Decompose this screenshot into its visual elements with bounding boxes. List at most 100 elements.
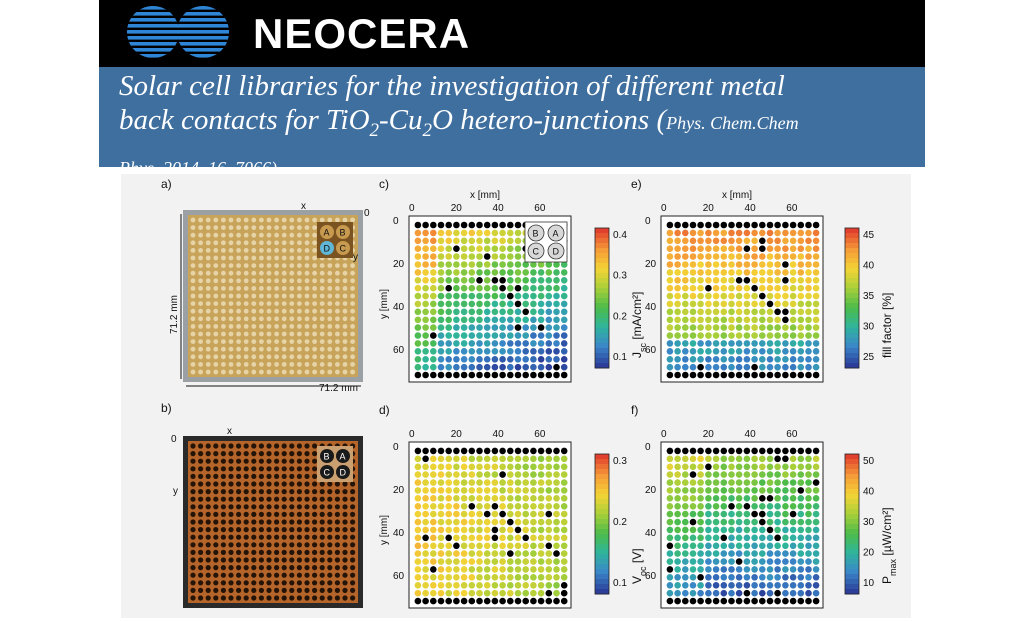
cell-dot: [705, 316, 712, 324]
cell-dot: [735, 455, 743, 463]
cell-dot: [437, 324, 445, 331]
cell-dot: [697, 495, 704, 502]
panel-a-contact-label: A: [324, 228, 330, 238]
cell-dot: [430, 340, 437, 347]
cell-dot: [422, 534, 429, 542]
cell-dot: [422, 566, 429, 573]
cell-dot: [782, 534, 789, 542]
cell-dot: [797, 261, 805, 268]
cell-dot: [522, 316, 529, 324]
title-line-2c: O hetero-junctions (: [432, 104, 667, 136]
cell-dot: [430, 371, 437, 379]
cell-dot: [782, 284, 789, 292]
cell-dot: [751, 510, 758, 518]
cell-dot: [728, 363, 735, 371]
cell-dot: [545, 455, 553, 463]
cell-dot: [499, 518, 506, 526]
colorbar-swatch: [845, 459, 859, 465]
cell-dot: [507, 589, 514, 597]
inset-contact-label: A: [553, 229, 559, 239]
colorbar-swatch: [845, 233, 859, 239]
cell-dot: [705, 550, 712, 557]
cell-dot: [728, 503, 735, 510]
cell-dot: [805, 510, 812, 518]
x-tick-label: 0: [409, 203, 415, 214]
cell-dot: [460, 221, 468, 229]
cell-dot: [530, 455, 537, 463]
x-axis-label: x [mm]: [722, 190, 752, 201]
cell-dot: [430, 582, 437, 589]
cell-dot: [507, 487, 514, 494]
cell-dot: [491, 503, 499, 510]
cell-dot: [445, 300, 453, 308]
cell-dot: [666, 332, 674, 339]
cell-dot: [674, 253, 681, 260]
cell-dot: [805, 292, 812, 300]
cell-dot: [789, 292, 797, 300]
cell-dot: [522, 447, 529, 455]
cell-dot: [712, 550, 720, 557]
cell-dot: [422, 221, 429, 229]
cell-dot: [560, 277, 568, 284]
cell-dot: [476, 471, 483, 478]
cell-dot: [751, 479, 758, 486]
cell-dot: [774, 237, 781, 245]
cell-dot: [468, 363, 476, 371]
cell-dot: [414, 356, 422, 363]
cell-dot: [553, 558, 560, 565]
colorbar-swatch: [845, 469, 859, 475]
cell-dot: [545, 558, 553, 565]
cell-dot: [743, 261, 751, 268]
cell-dot: [782, 229, 789, 237]
cell-dot: [453, 487, 460, 494]
cell-dot: [751, 526, 758, 534]
cell-dot: [797, 284, 805, 292]
cell-dot: [712, 277, 720, 284]
cell-dot: [689, 550, 697, 557]
cell-dot: [797, 316, 805, 324]
cell-dot: [422, 471, 429, 478]
cell-dot: [530, 479, 537, 486]
cell-dot: [483, 542, 491, 550]
colorbar-swatch: [595, 263, 609, 269]
cell-dot: [743, 348, 751, 355]
cell-dot: [460, 245, 468, 252]
cell-dot: [545, 284, 553, 292]
cell-dot: [697, 597, 704, 605]
cell-dot: [468, 503, 476, 510]
cell-dot: [514, 558, 522, 565]
cell-dot: [797, 277, 805, 284]
panel-a-contact-label: B: [340, 228, 346, 238]
cell-dot: [422, 229, 429, 237]
cell-dot: [789, 558, 797, 565]
cell-dot: [751, 558, 758, 565]
cell-dot: [805, 245, 812, 252]
cell-dot: [560, 463, 568, 471]
cell-dot: [712, 447, 720, 455]
cell-dot: [666, 589, 674, 597]
cell-dot: [697, 534, 704, 542]
cell-dot: [530, 356, 537, 363]
cell-dot: [689, 269, 697, 276]
cell-dot: [553, 574, 560, 581]
cell-dot: [666, 269, 674, 276]
cell-dot: [537, 566, 545, 573]
cell-dot: [530, 471, 537, 478]
colorbar-swatch: [845, 338, 859, 344]
colorbar-swatch: [595, 273, 609, 279]
cell-dot: [437, 471, 445, 478]
cell-dot: [553, 518, 560, 526]
cell-dot: [697, 332, 704, 339]
cell-dot: [537, 487, 545, 494]
cell-dot: [705, 269, 712, 276]
cell-dot: [430, 487, 437, 494]
cell-dot: [728, 356, 735, 363]
cell-dot: [537, 479, 545, 486]
cell-dot: [735, 550, 743, 557]
cell-dot: [537, 463, 545, 471]
colorbar-tick-label: 40: [863, 261, 875, 272]
cell-dot: [712, 363, 720, 371]
cell-dot: [697, 471, 704, 478]
cell-dot: [759, 447, 766, 455]
